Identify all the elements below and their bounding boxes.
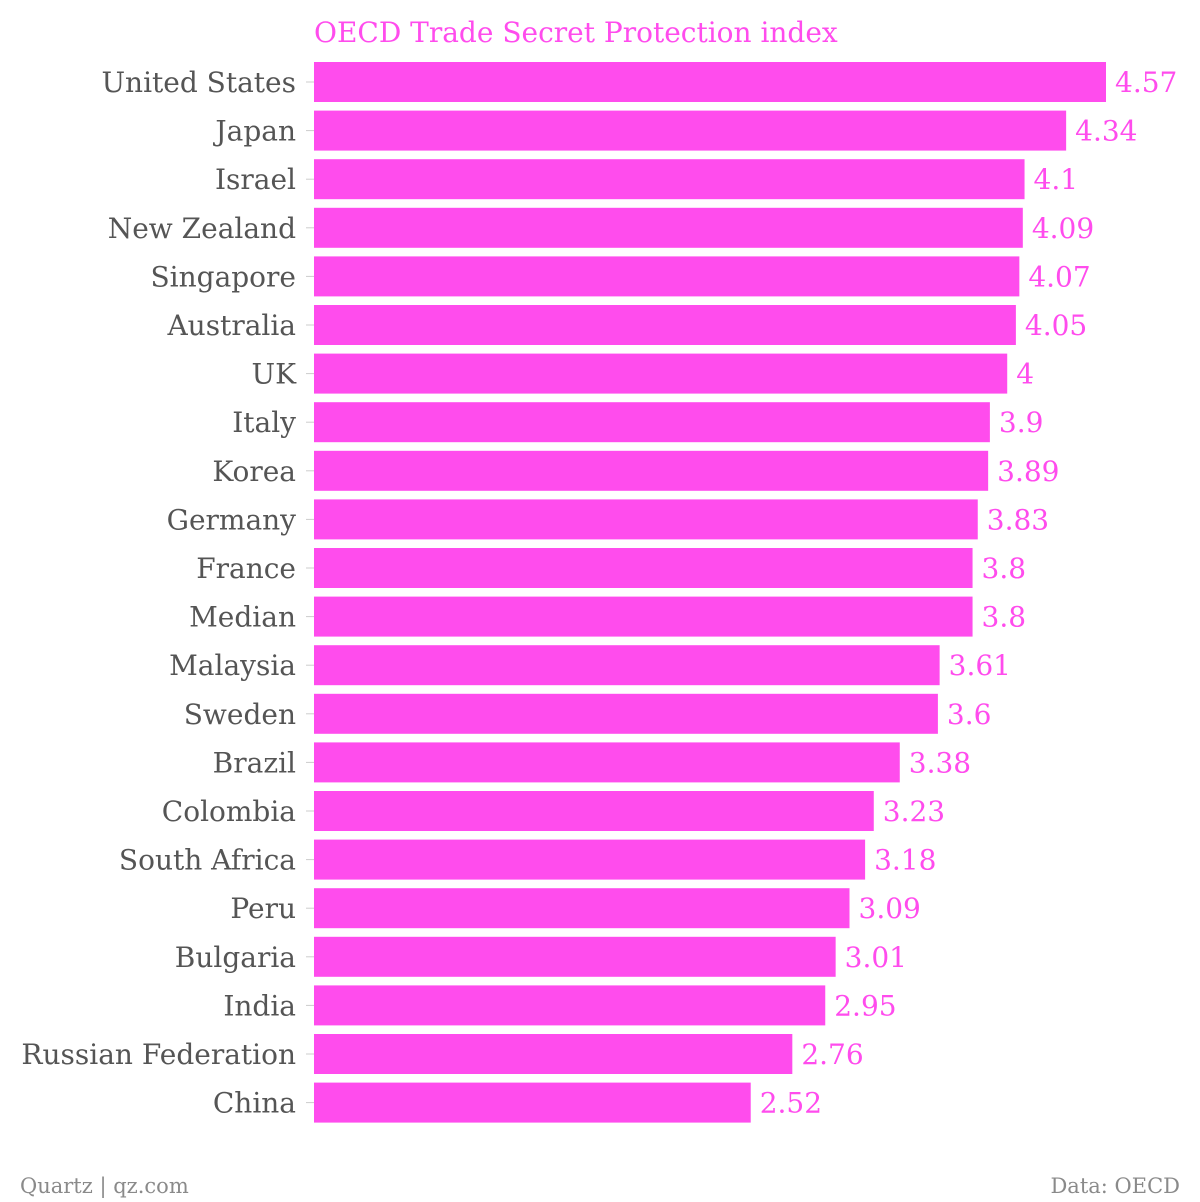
value-label: 3.89 [997, 455, 1059, 488]
category-label: Germany [167, 503, 297, 536]
bar [314, 159, 1025, 200]
value-label: 4.07 [1028, 260, 1090, 293]
category-label: Median [189, 601, 296, 634]
bar [314, 791, 874, 831]
bar [314, 110, 1067, 151]
category-label: Japan [212, 115, 296, 148]
value-label: 4.09 [1032, 212, 1094, 245]
bar [314, 693, 938, 734]
value-label: 2.95 [834, 989, 896, 1022]
category-label: United States [101, 66, 296, 99]
value-label: 3.6 [947, 698, 992, 731]
value-label: 3.8 [982, 601, 1027, 634]
value-label: 2.52 [760, 1087, 822, 1120]
bar [314, 985, 826, 1026]
bar [314, 305, 1016, 345]
category-label: Peru [230, 892, 296, 925]
category-label: Singapore [150, 260, 296, 293]
category-label: Israel [215, 163, 296, 196]
category-label: Bulgaria [175, 941, 296, 974]
bar [314, 499, 978, 540]
value-label: 4.34 [1075, 115, 1137, 148]
value-label: 3.18 [874, 844, 936, 877]
bar [314, 353, 1008, 394]
value-label: 4.57 [1115, 66, 1177, 99]
bar [314, 645, 940, 686]
value-label: 4 [1016, 358, 1034, 391]
category-label: South Africa [119, 844, 296, 877]
value-label: 4.1 [1034, 163, 1079, 196]
category-label: India [223, 989, 296, 1022]
chart-title: OECD Trade Secret Protection index [314, 16, 838, 49]
category-label: New Zealand [108, 212, 296, 245]
value-label: 3.23 [883, 795, 945, 828]
bars-layer: United States 4.57 Japan 4.34 Israel 4.1 New Z… [21, 62, 1177, 1123]
value-label: 3.09 [859, 892, 921, 925]
bar [314, 1082, 751, 1123]
category-label: Malaysia [169, 649, 296, 682]
bar [314, 742, 900, 783]
category-label: China [213, 1087, 296, 1120]
source-credit: Quartz | qz.com [20, 1174, 189, 1199]
category-label: Sweden [184, 698, 296, 731]
bar [314, 888, 850, 929]
category-label: Russian Federation [21, 1038, 296, 1071]
value-label: 2.76 [801, 1038, 863, 1071]
bar [314, 62, 1106, 102]
value-label: 3.01 [845, 941, 907, 974]
category-label: Colombia [162, 795, 296, 828]
bar [314, 207, 1023, 248]
value-label: 3.9 [999, 406, 1044, 439]
value-label: 3.38 [909, 746, 971, 779]
category-label: UK [251, 358, 297, 391]
bar [314, 596, 973, 637]
category-label: France [196, 552, 296, 585]
bar [314, 1034, 793, 1074]
bar [314, 402, 990, 443]
bar [314, 450, 989, 491]
bar [314, 936, 836, 977]
category-label: Italy [232, 406, 296, 439]
bar [314, 256, 1020, 297]
value-label: 4.05 [1025, 309, 1087, 342]
bar [314, 548, 973, 588]
category-label: Korea [212, 455, 296, 488]
data-source: Data: OECD [1050, 1174, 1180, 1198]
bar [314, 839, 866, 880]
value-label: 3.61 [949, 649, 1011, 682]
category-label: Australia [166, 309, 296, 342]
value-label: 3.8 [982, 552, 1027, 585]
category-label: Brazil [213, 746, 296, 779]
value-label: 3.83 [987, 503, 1049, 536]
